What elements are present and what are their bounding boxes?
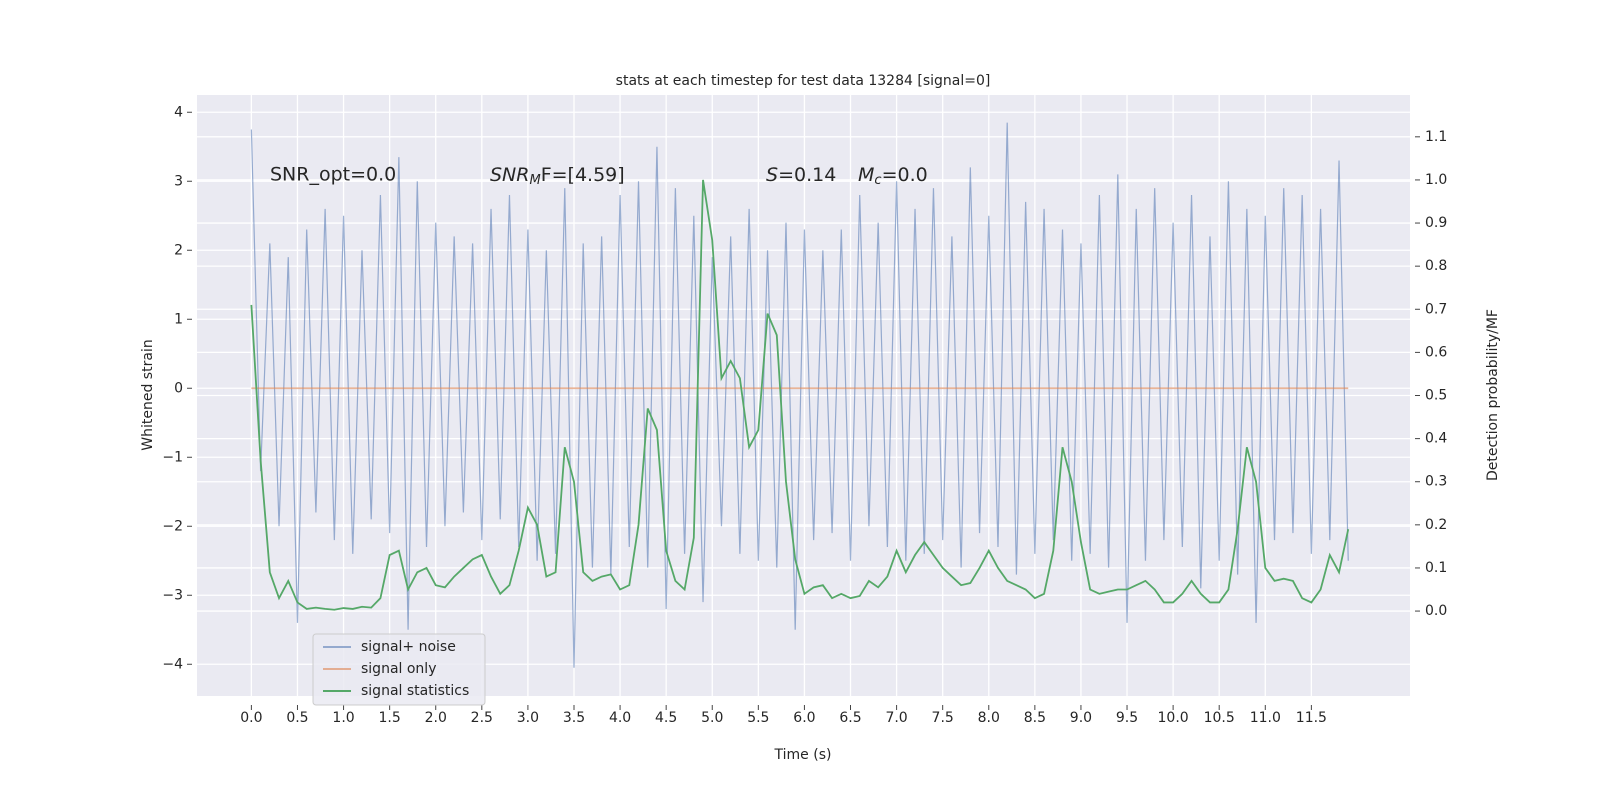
- x-tick-label: 10.5: [1204, 710, 1235, 726]
- legend-label: signal statistics: [361, 683, 469, 699]
- x-tick-label: 8.0: [978, 710, 1000, 726]
- x-tick-label: 11.0: [1250, 710, 1281, 726]
- x-tick-label: 5.0: [701, 710, 723, 726]
- x-tick-label: 1.0: [332, 710, 354, 726]
- annotation-part: F=[4.59]: [541, 164, 625, 186]
- y-tick-label: −3: [162, 587, 183, 603]
- x-tick-label: 6.0: [793, 710, 815, 726]
- x-tick-label: 3.5: [563, 710, 585, 726]
- x-tick-label: 3.0: [517, 710, 539, 726]
- x-tick-label: 5.5: [747, 710, 769, 726]
- x-tick-label: 4.5: [655, 710, 677, 726]
- x-tick-label: 8.5: [1024, 710, 1046, 726]
- y2-tick-label: 0.9: [1425, 215, 1447, 231]
- annotation: SNRMF=[4.59]: [490, 164, 625, 188]
- y2-axis-label: Detection probability/MF: [1485, 309, 1501, 481]
- x-tick-label: 7.0: [885, 710, 907, 726]
- annotation-part: SNR: [490, 164, 529, 186]
- annotation: SNR_opt=0.0: [270, 164, 396, 186]
- legend-label: signal only: [361, 661, 436, 677]
- x-tick-label: 2.5: [471, 710, 493, 726]
- y-axis-label: Whitened strain: [140, 339, 156, 450]
- y2-tick-label: 0.8: [1425, 258, 1447, 274]
- y2-tick-label: 0.7: [1425, 301, 1447, 317]
- x-tick-label: 0.0: [240, 710, 262, 726]
- annotation-part: =0.14: [778, 164, 836, 186]
- x-tick-label: 1.5: [379, 710, 401, 726]
- y-tick-label: 0: [174, 380, 183, 396]
- x-tick-label: 9.0: [1070, 710, 1092, 726]
- y-tick-label: 2: [174, 242, 183, 258]
- x-tick-label: 7.5: [932, 710, 954, 726]
- y-tick-label: −1: [162, 449, 183, 465]
- y2-tick-label: 0.0: [1425, 603, 1447, 619]
- annotation-part: c: [874, 173, 881, 188]
- x-axis-label: Time (s): [774, 747, 832, 763]
- line-series: [250, 122, 1349, 668]
- y-tick-label: 4: [174, 104, 183, 120]
- x-tick-label: 11.5: [1296, 710, 1327, 726]
- x-tick-label: 0.5: [286, 710, 308, 726]
- y2-tick-label: 1.0: [1425, 172, 1447, 188]
- y2-tick-label: 0.5: [1425, 388, 1447, 404]
- annotation: S=0.14: [766, 164, 836, 186]
- annotation-part: M: [529, 173, 540, 188]
- legend-box: [312, 633, 486, 706]
- y2-tick-label: 1.1: [1425, 129, 1447, 145]
- y2-tick-label: 0.3: [1425, 474, 1447, 490]
- x-tick-label: 6.5: [839, 710, 861, 726]
- annotation-part: S: [766, 164, 778, 186]
- y2-tick-label: 0.2: [1425, 517, 1447, 533]
- y-tick-label: −2: [162, 518, 183, 534]
- y-tick-label: 3: [174, 173, 183, 189]
- x-tick-label: 10.0: [1158, 710, 1189, 726]
- line-series: [250, 179, 1350, 611]
- x-tick-label: 9.5: [1116, 710, 1138, 726]
- annotation-part: M: [858, 164, 874, 186]
- annotation-part: =0.0: [882, 164, 928, 186]
- y2-tick-label: 0.6: [1425, 344, 1447, 360]
- legend-label: signal+ noise: [361, 639, 456, 655]
- y-tick-label: 1: [174, 311, 183, 327]
- chart-title: stats at each timestep for test data 132…: [616, 73, 991, 89]
- annotation: Mc=0.0: [858, 164, 928, 188]
- y-tick-label: −4: [162, 656, 183, 672]
- y2-tick-label: 0.4: [1425, 431, 1447, 447]
- x-tick-label: 4.0: [609, 710, 631, 726]
- x-tick-label: 2.0: [425, 710, 447, 726]
- y2-tick-label: 0.1: [1425, 560, 1447, 576]
